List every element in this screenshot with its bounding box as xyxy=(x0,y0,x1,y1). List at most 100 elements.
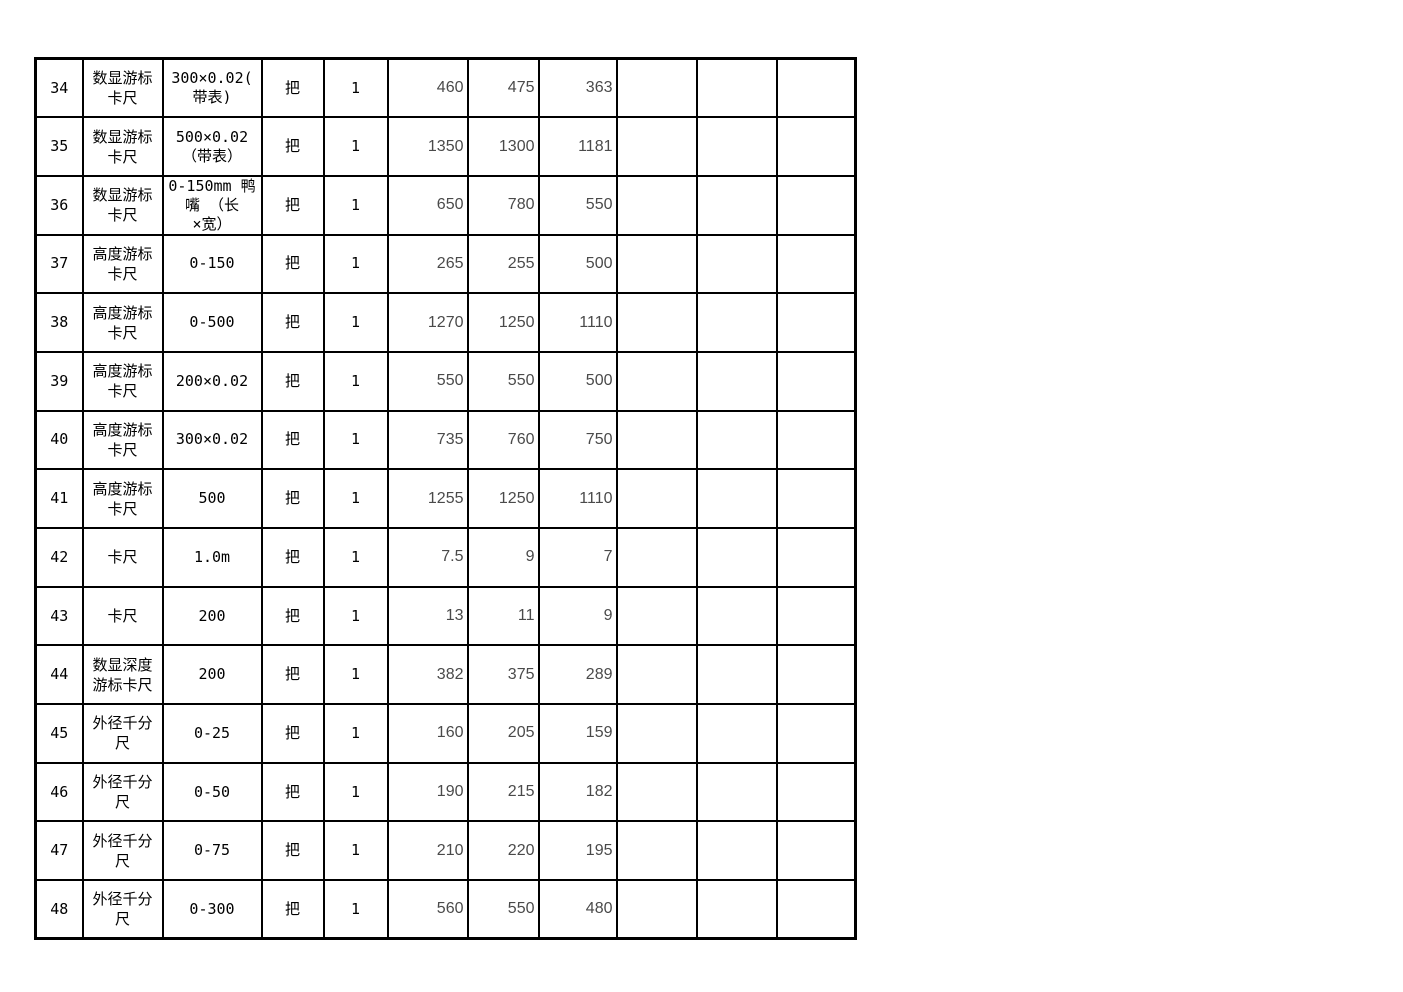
row-number-cell: 40 xyxy=(50,430,69,449)
price-3-cell: 1110 xyxy=(579,313,613,331)
price-2-cell: 215 xyxy=(507,783,535,801)
price-1-cell: 13 xyxy=(445,607,464,625)
price-2-cell: 1250 xyxy=(498,313,535,331)
price-1-cell: 1270 xyxy=(427,313,464,331)
blank-1-cell xyxy=(618,354,696,409)
specification-cell: 0-75 xyxy=(193,841,231,860)
row-number-cell: 43 xyxy=(50,606,69,625)
row-number-cell: 46 xyxy=(50,782,69,801)
blank-1-cell xyxy=(618,412,696,467)
item-name-cell: 外径千分 尺 xyxy=(92,890,153,929)
blank-1-cell xyxy=(618,647,696,702)
blank-1-cell xyxy=(618,236,696,291)
quantity-cell: 1 xyxy=(350,489,361,508)
unit-cell: 把 xyxy=(284,254,300,273)
unit-cell: 把 xyxy=(284,313,300,332)
price-3-cell: 7 xyxy=(603,548,613,566)
item-name-cell: 外径千分 尺 xyxy=(92,773,153,812)
blank-3-cell xyxy=(778,647,855,702)
blank-3-cell xyxy=(778,589,855,644)
table-row: 34 数显游标 卡尺 300×0.02( 带表) 把 1 460 475 363 xyxy=(34,57,857,119)
table-row: 46 外径千分 尺 0-50 把 1 190 215 182 xyxy=(34,761,857,823)
unit-cell: 把 xyxy=(284,371,300,390)
item-name-cell: 高度游标 卡尺 xyxy=(92,479,153,518)
specification-cell: 0-25 xyxy=(193,723,231,742)
blank-3-cell xyxy=(778,823,855,878)
item-name-cell: 数显游标 卡尺 xyxy=(92,127,153,166)
item-name-cell: 高度游标 卡尺 xyxy=(92,303,153,342)
item-name-cell: 卡尺 xyxy=(107,607,138,626)
unit-cell: 把 xyxy=(284,489,300,508)
price-1-cell: 7.5 xyxy=(441,548,464,566)
item-name-cell: 数显游标 卡尺 xyxy=(92,69,153,108)
blank-2-cell xyxy=(698,236,776,291)
quantity-cell: 1 xyxy=(350,665,361,684)
row-number-cell: 44 xyxy=(50,665,69,684)
price-2-cell: 475 xyxy=(507,79,535,97)
price-2-cell: 550 xyxy=(507,372,535,390)
blank-2-cell xyxy=(698,61,776,116)
price-1-cell: 210 xyxy=(436,841,464,859)
price-3-cell: 750 xyxy=(585,430,613,448)
price-table: 34 数显游标 卡尺 300×0.02( 带表) 把 1 460 475 363… xyxy=(34,57,857,941)
unit-cell: 把 xyxy=(284,195,300,214)
price-1-cell: 650 xyxy=(436,196,464,214)
quantity-cell: 1 xyxy=(350,371,361,390)
blank-3-cell xyxy=(778,61,855,116)
row-number-cell: 41 xyxy=(50,489,69,508)
row-number-cell: 39 xyxy=(50,371,69,390)
blank-1-cell xyxy=(618,823,696,878)
quantity-cell: 1 xyxy=(350,195,361,214)
table-row: 35 数显游标 卡尺 500×0.02 （带表） 把 1 1350 1300 1… xyxy=(34,116,857,177)
blank-2-cell xyxy=(698,178,776,233)
specification-cell: 0-300 xyxy=(189,899,235,918)
price-2-cell: 9 xyxy=(525,548,535,566)
unit-cell: 把 xyxy=(284,78,300,97)
table-row: 39 高度游标 卡尺 200×0.02 把 1 550 550 500 xyxy=(34,350,857,412)
quantity-cell: 1 xyxy=(350,547,361,566)
quantity-cell: 1 xyxy=(350,254,361,273)
row-number-cell: 37 xyxy=(50,254,69,273)
row-number-cell: 36 xyxy=(50,195,69,214)
unit-cell: 把 xyxy=(284,723,300,742)
price-1-cell: 1255 xyxy=(427,489,464,507)
row-number-cell: 34 xyxy=(50,78,69,97)
price-3-cell: 9 xyxy=(603,607,613,625)
blank-1-cell xyxy=(618,471,696,526)
item-name-cell: 高度游标 卡尺 xyxy=(92,244,153,283)
price-1-cell: 265 xyxy=(436,254,464,272)
table-row: 44 数显深度 游标卡尺 200 把 1 382 375 289 xyxy=(34,644,857,706)
blank-2-cell xyxy=(698,354,776,409)
price-2-cell: 780 xyxy=(507,196,535,214)
unit-cell: 把 xyxy=(284,430,300,449)
price-3-cell: 363 xyxy=(585,79,613,97)
price-table-container: 34 数显游标 卡尺 300×0.02( 带表) 把 1 460 475 363… xyxy=(34,57,857,941)
specification-cell: 300×0.02 xyxy=(175,430,249,449)
table-row: 47 外径千分 尺 0-75 把 1 210 220 195 xyxy=(34,820,857,882)
table-row: 37 高度游标 卡尺 0-150 把 1 265 255 500 xyxy=(34,233,857,295)
item-name-cell: 数显游标 卡尺 xyxy=(92,186,153,225)
specification-cell: 0-500 xyxy=(189,313,235,332)
unit-cell: 把 xyxy=(284,137,300,156)
blank-3-cell xyxy=(778,236,855,291)
blank-2-cell xyxy=(698,295,776,350)
unit-cell: 把 xyxy=(284,899,300,918)
price-1-cell: 160 xyxy=(436,724,464,742)
quantity-cell: 1 xyxy=(350,899,361,918)
blank-3-cell xyxy=(778,765,855,820)
table-row: 38 高度游标 卡尺 0-500 把 1 1270 1250 1110 xyxy=(34,292,857,353)
item-name-cell: 高度游标 卡尺 xyxy=(92,420,153,459)
price-1-cell: 190 xyxy=(436,783,464,801)
unit-cell: 把 xyxy=(284,841,300,860)
price-1-cell: 735 xyxy=(436,430,464,448)
specification-cell: 200×0.02 xyxy=(175,371,249,390)
price-2-cell: 375 xyxy=(507,665,535,683)
price-3-cell: 500 xyxy=(585,254,613,272)
unit-cell: 把 xyxy=(284,606,300,625)
blank-1-cell xyxy=(618,530,696,585)
blank-3-cell xyxy=(778,295,855,350)
price-3-cell: 159 xyxy=(585,724,613,742)
table-row: 36 数显游标 卡尺 0-150mm 鸭 嘴 （长 ×宽） 把 1 650 78… xyxy=(34,174,857,236)
blank-1-cell xyxy=(618,119,696,174)
